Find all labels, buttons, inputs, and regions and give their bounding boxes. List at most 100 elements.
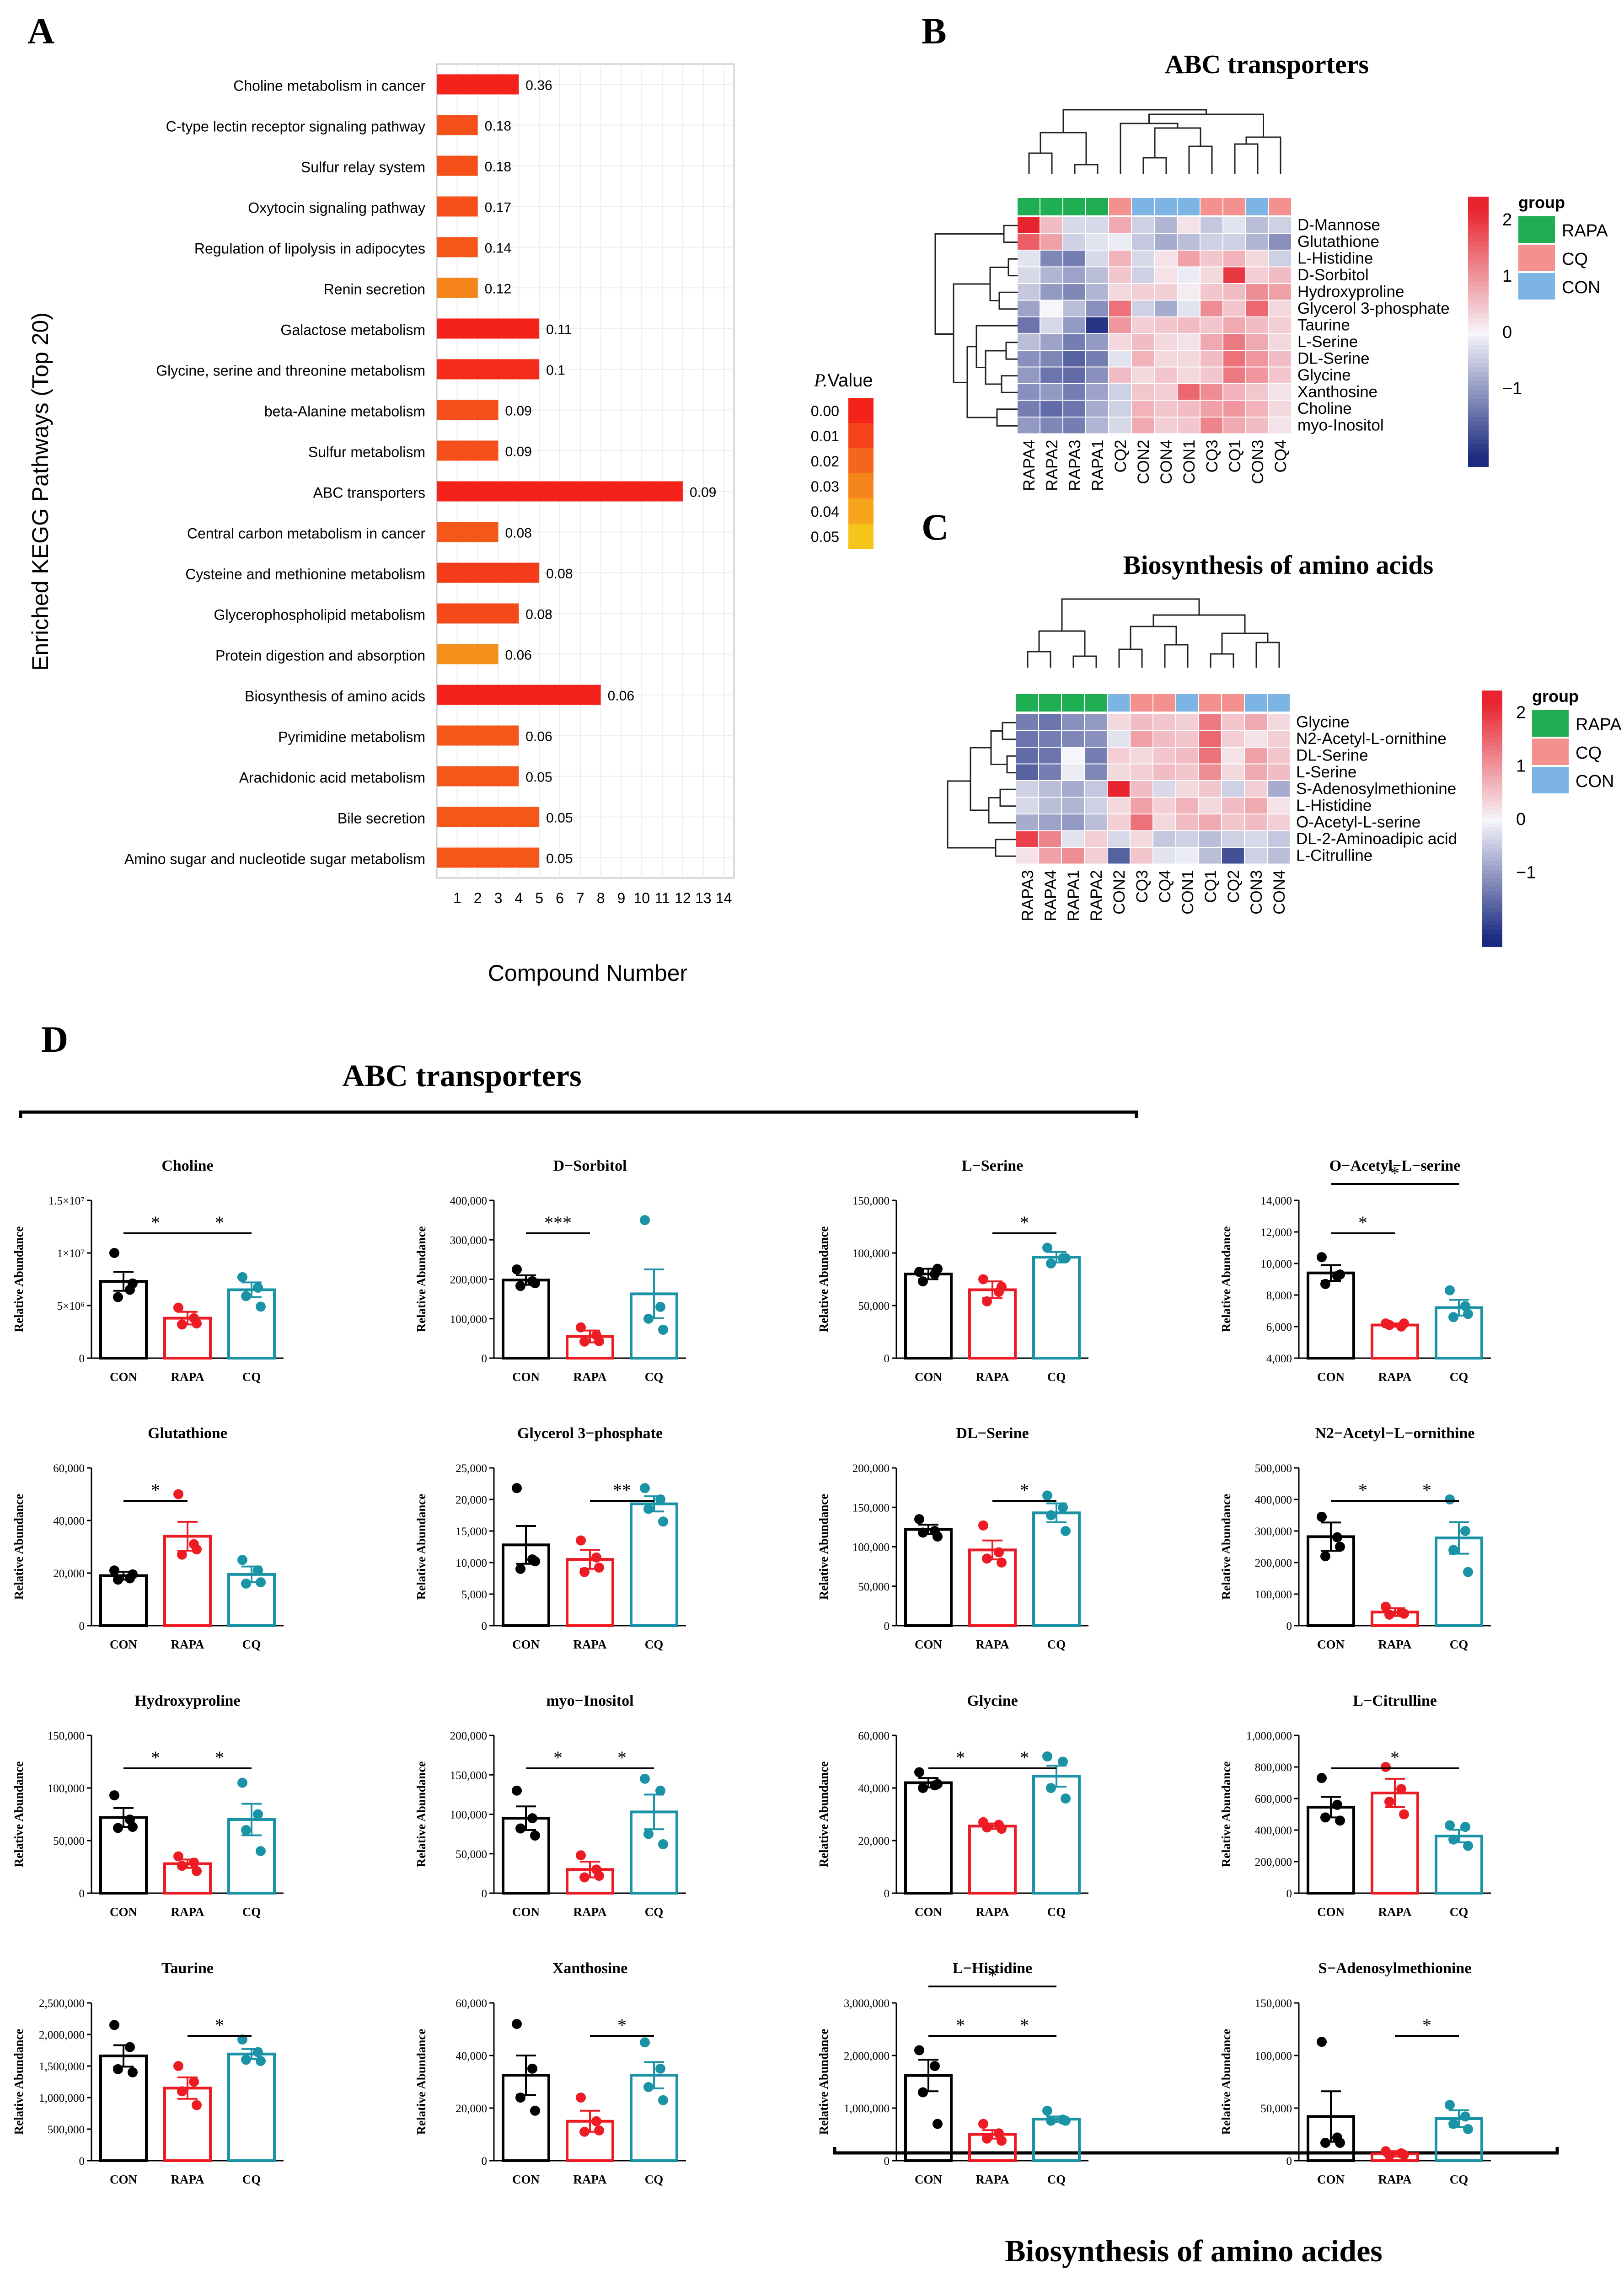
data-point bbox=[658, 2095, 668, 2105]
data-point bbox=[933, 1263, 943, 1274]
kegg-x-tick: 11 bbox=[654, 890, 670, 906]
data-point bbox=[1061, 2115, 1071, 2126]
heatmap-cell bbox=[1178, 284, 1200, 300]
group-color-cell bbox=[1085, 694, 1107, 712]
significance-label: * bbox=[617, 2015, 627, 2035]
group-label: CQ bbox=[242, 1905, 261, 1919]
data-point bbox=[109, 1565, 119, 1576]
heatmap-cell bbox=[1040, 267, 1062, 283]
y-tick-label: 2,500,000 bbox=[39, 1997, 85, 2010]
heatmap-cell bbox=[1018, 251, 1040, 267]
y-tick-label: 400,000 bbox=[1255, 1825, 1292, 1837]
heatmap-row-label: Glycine bbox=[1297, 366, 1351, 384]
heatmap-row-label: Glutathione bbox=[1297, 233, 1379, 251]
group-color-cell bbox=[1039, 694, 1061, 712]
group-label: CON bbox=[110, 1370, 138, 1384]
color-scale-step bbox=[1468, 394, 1489, 400]
heatmap-cell bbox=[1085, 848, 1107, 864]
significance-label: * bbox=[1020, 1747, 1029, 1768]
kegg-bar-value: 0.18 bbox=[485, 160, 511, 175]
color-scale-step bbox=[1482, 925, 1502, 930]
heatmap-cell bbox=[1178, 351, 1200, 367]
y-tick-label: 0 bbox=[482, 2155, 488, 2168]
heatmap-cell bbox=[1269, 300, 1291, 316]
heatmap-cell bbox=[1199, 781, 1221, 797]
color-scale-step bbox=[1482, 921, 1502, 926]
mean-bar bbox=[1307, 1271, 1355, 1360]
data-point bbox=[933, 1531, 943, 1542]
heatmap-cell bbox=[1086, 234, 1108, 250]
heatmap-cell bbox=[1269, 217, 1291, 233]
data-point bbox=[1463, 1841, 1473, 1851]
y-tick-label: 5,000 bbox=[461, 1589, 487, 1601]
heatmap-cell bbox=[1268, 848, 1290, 864]
heatmap-cell bbox=[1268, 764, 1290, 780]
color-scale-step bbox=[1468, 246, 1489, 251]
dendrogram-branch bbox=[1255, 642, 1280, 668]
mean-bar bbox=[968, 1548, 1017, 1627]
kegg-bar-value: 0.1 bbox=[546, 363, 565, 378]
heatmap-cell bbox=[1039, 848, 1061, 864]
heatmap-cell bbox=[1132, 300, 1154, 316]
data-point bbox=[515, 1281, 525, 1291]
heatmap-cell bbox=[1016, 731, 1038, 747]
data-point bbox=[591, 1552, 601, 1563]
heatmap-cell bbox=[1176, 814, 1198, 830]
y-axis-label: Relative Abundance bbox=[1219, 1761, 1233, 1868]
heatmap-row-label: DL-Serine bbox=[1297, 349, 1370, 367]
kegg-bar-value: 0.17 bbox=[485, 200, 511, 215]
dendrogram-branch bbox=[1027, 651, 1051, 668]
group-color-cell bbox=[1086, 198, 1108, 215]
significance-label: * bbox=[956, 2015, 965, 2035]
heatmap-cell bbox=[1109, 351, 1131, 367]
group-label: RAPA bbox=[976, 1638, 1009, 1651]
metabolite-plot: Taurine 0 500,000 1,000,000 1,500,000 2,000,0… bbox=[12, 1960, 284, 2186]
color-scale-step bbox=[1468, 210, 1489, 215]
heatmap-cell bbox=[1223, 317, 1245, 333]
group-color-cell bbox=[1222, 694, 1244, 712]
metabolite-plot: Glutathione 0 20,000 40,000 60,000 Relative A… bbox=[12, 1425, 284, 1651]
data-point bbox=[1317, 1252, 1327, 1263]
heatmap-cell bbox=[1040, 217, 1062, 233]
heatmap-cell bbox=[1016, 714, 1038, 730]
dendrogram-branch bbox=[1245, 136, 1281, 174]
significance-label: *** bbox=[544, 1212, 572, 1233]
group-legend-label: CON bbox=[1576, 772, 1614, 791]
y-tick-label: 200,000 bbox=[450, 1730, 487, 1742]
group-color-cell bbox=[1040, 198, 1062, 215]
group-legend-label: CON bbox=[1562, 278, 1600, 297]
heatmap-column-label: CQ4 bbox=[1272, 440, 1290, 473]
metabolite-plot-title: DL−Serine bbox=[956, 1425, 1029, 1442]
data-point bbox=[918, 2087, 928, 2098]
kegg-category-label: Cysteine and methionine metabolism bbox=[185, 566, 425, 583]
group-label: RAPA bbox=[573, 1905, 607, 1919]
data-point bbox=[640, 1483, 650, 1493]
y-tick-label: 20,000 bbox=[456, 2103, 487, 2115]
heatmap-cell bbox=[1223, 351, 1245, 367]
color-scale-step bbox=[1468, 264, 1489, 269]
heatmap-cell bbox=[1223, 367, 1245, 383]
color-scale-step bbox=[1482, 916, 1502, 921]
group-label: RAPA bbox=[171, 1370, 204, 1384]
heatmap-cell bbox=[1131, 848, 1152, 864]
kegg-category-label: Arachidonic acid metabolism bbox=[239, 770, 425, 786]
color-scale-tick: 1 bbox=[1502, 267, 1512, 286]
data-point bbox=[253, 2047, 263, 2057]
color-scale-step bbox=[1468, 462, 1489, 467]
data-point bbox=[1317, 1511, 1327, 1522]
heatmap-cell bbox=[1178, 217, 1200, 233]
y-axis-label: Relative Abundance bbox=[12, 1494, 26, 1600]
group-label: CON bbox=[915, 1638, 943, 1651]
heatmap-cell bbox=[1269, 317, 1291, 333]
data-point bbox=[576, 1850, 586, 1861]
data-point bbox=[512, 2019, 522, 2029]
kegg-x-tick: 14 bbox=[716, 890, 732, 906]
heatmap-cell bbox=[1201, 284, 1222, 300]
kegg-x-tick: 9 bbox=[617, 890, 626, 906]
heatmap-cell bbox=[1268, 814, 1290, 830]
data-point bbox=[1332, 1799, 1342, 1810]
metabolite-plot-title: O−Acetyl−L−serine bbox=[1329, 1157, 1461, 1174]
color-scale-step bbox=[1468, 300, 1489, 305]
heatmap-cell bbox=[1153, 814, 1175, 830]
group-legend-label: CQ bbox=[1576, 744, 1602, 763]
